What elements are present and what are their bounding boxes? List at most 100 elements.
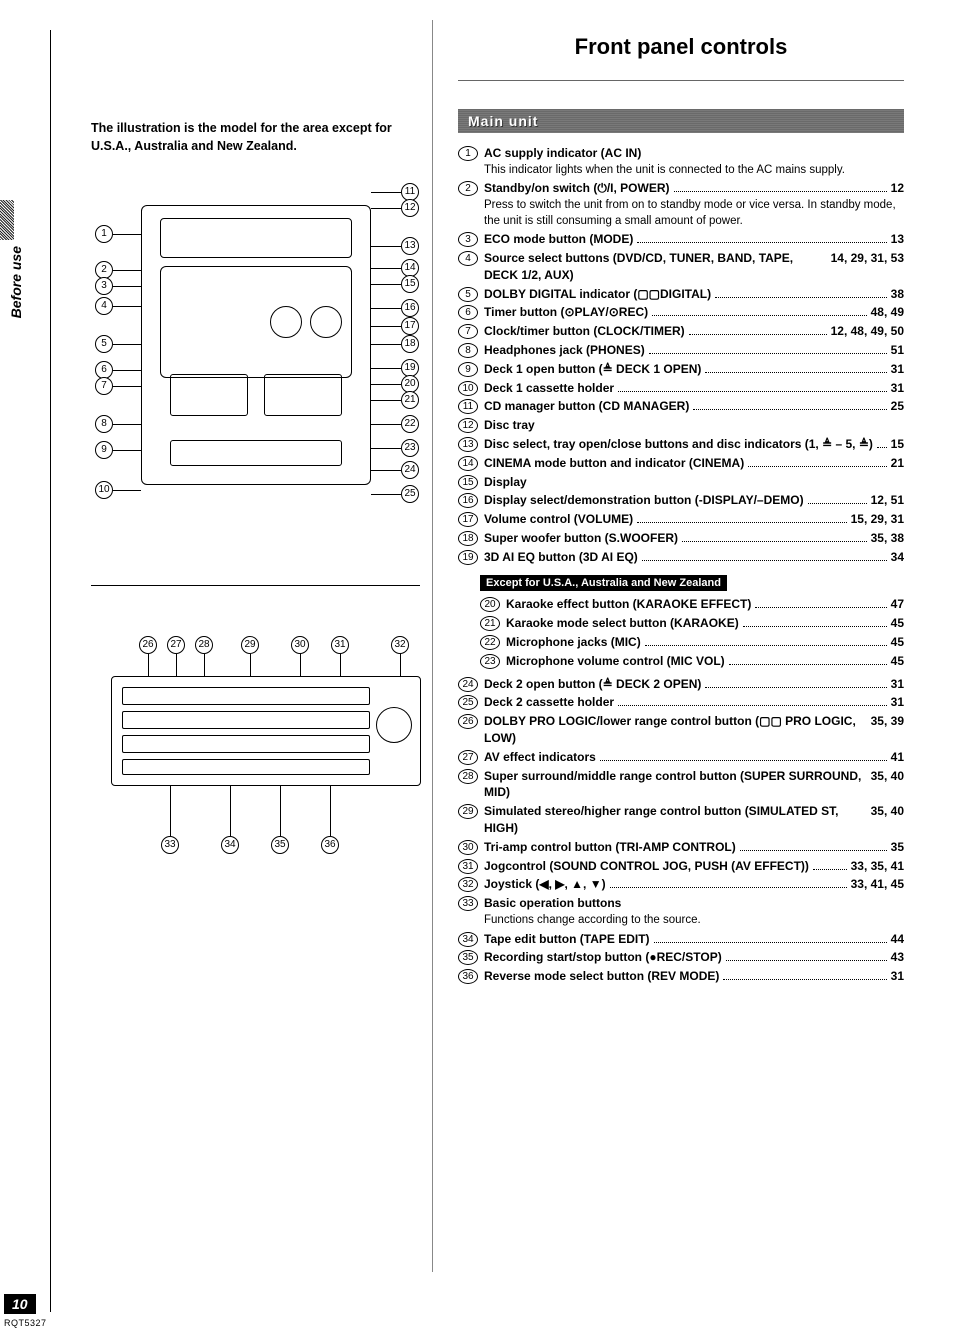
item-title: Basic operation buttons <box>484 895 621 912</box>
left-column: The illustration is the model for the ar… <box>50 30 440 1312</box>
item-page: 45 <box>891 615 904 632</box>
item-number: 17 <box>458 512 478 527</box>
item-number: 5 <box>458 287 478 302</box>
leader-dots <box>637 512 847 523</box>
callout-22: 22 <box>401 415 419 433</box>
sub-header: Except for U.S.A., Australia and New Zea… <box>480 575 727 591</box>
callout-21: 21 <box>401 391 419 409</box>
item-page: 31 <box>891 676 904 693</box>
item-number: 22 <box>480 635 500 650</box>
item-number: 10 <box>458 381 478 396</box>
item-page: 13 <box>891 231 904 248</box>
deck2-illus <box>264 374 342 416</box>
item-number: 9 <box>458 362 478 377</box>
item-title: Deck 2 cassette holder <box>484 694 614 711</box>
item-page: 35 <box>891 839 904 856</box>
item-title: 3D AI EQ button (3D AI EQ) <box>484 549 638 566</box>
item-description: Press to switch the unit from on to stan… <box>484 198 904 229</box>
item-page: 34 <box>891 549 904 566</box>
item-page: 15 <box>891 436 904 453</box>
item-title: Simulated stereo/higher range control bu… <box>484 803 863 837</box>
joystick-illus <box>376 707 412 743</box>
leader-dots <box>654 932 887 943</box>
item-number: 1 <box>458 146 478 161</box>
leader-dots <box>748 456 886 467</box>
item-number: 14 <box>458 456 478 471</box>
item-title: Headphones jack (PHONES) <box>484 342 645 359</box>
item-number: 36 <box>458 969 478 984</box>
callout-10: 10 <box>95 481 113 499</box>
callout-13: 13 <box>401 237 419 255</box>
item-title: Source select buttons (DVD/CD, TUNER, BA… <box>484 250 823 284</box>
item-number: 33 <box>458 896 478 911</box>
deck1-illus <box>170 374 248 416</box>
panel-row-illus <box>170 440 342 466</box>
item-title: Disc tray <box>484 417 535 434</box>
leader-dots <box>618 696 887 707</box>
callout-15: 15 <box>401 275 419 293</box>
leader-dots <box>808 494 867 505</box>
item-number: 6 <box>458 305 478 320</box>
callout-7: 7 <box>95 377 113 395</box>
panel-row <box>122 759 370 775</box>
item-title: ECO mode button (MODE) <box>484 231 633 248</box>
callout-33: 33 <box>161 836 179 854</box>
item-title: DOLBY PRO LOGIC/lower range control butt… <box>484 713 863 747</box>
knob-illus <box>270 306 302 338</box>
item-number: 34 <box>458 932 478 947</box>
item-title: Deck 1 cassette holder <box>484 380 614 397</box>
item-page: 43 <box>891 949 904 966</box>
item-number: 13 <box>458 437 478 452</box>
item-title: Volume control (VOLUME) <box>484 511 633 528</box>
panel-outline <box>111 676 421 786</box>
panel-row <box>122 711 370 729</box>
callout-35: 35 <box>271 836 289 854</box>
leader-dots <box>674 182 887 193</box>
item-number: 25 <box>458 695 478 710</box>
item-page: 33, 35, 41 <box>851 858 904 875</box>
item-title: Clock/timer button (CLOCK/TIMER) <box>484 323 685 340</box>
item-page: 31 <box>891 968 904 985</box>
callout-9: 9 <box>95 441 113 459</box>
item-page: 35, 39 <box>871 713 904 730</box>
panel-row <box>122 735 370 753</box>
callout-1: 1 <box>95 225 113 243</box>
leader-dots <box>610 878 847 889</box>
item-title: DOLBY DIGITAL indicator (▢▢DIGITAL) <box>484 286 711 303</box>
item-title: Recording start/stop button (●REC/STOP) <box>484 949 722 966</box>
item-number: 11 <box>458 399 478 414</box>
item-page: 47 <box>891 596 904 613</box>
callout-12: 12 <box>401 199 419 217</box>
item-title: Microphone jacks (MIC) <box>506 634 641 651</box>
item-page: 35, 38 <box>871 530 904 547</box>
leader-dots <box>755 598 886 609</box>
item-number: 8 <box>458 343 478 358</box>
callout-16: 16 <box>401 299 419 317</box>
item-title: Display <box>484 474 527 491</box>
item-title: Tape edit button (TAPE EDIT) <box>484 931 650 948</box>
callout-31: 31 <box>331 636 349 654</box>
item-title: Super surround/middle range control butt… <box>484 768 863 802</box>
side-tab: Before use <box>6 240 26 324</box>
item-page: 45 <box>891 653 904 670</box>
leader-dots <box>652 306 867 317</box>
items-list: 1AC supply indicator (AC IN)This indicat… <box>458 145 904 565</box>
item-description: Functions change according to the source… <box>484 913 904 929</box>
item-number: 16 <box>458 493 478 508</box>
callout-4: 4 <box>95 297 113 315</box>
leader-dots <box>740 840 887 851</box>
except-items-list: 20Karaoke effect button (KARAOKE EFFECT)… <box>458 596 904 669</box>
leader-dots <box>877 437 887 448</box>
item-title: CINEMA mode button and indicator (CINEMA… <box>484 455 744 472</box>
items-list-2: 24Deck 2 open button (≜ DECK 2 OPEN)3125… <box>458 676 904 985</box>
item-title: AC supply indicator (AC IN) <box>484 145 641 162</box>
item-number: 4 <box>458 251 478 266</box>
item-page: 48, 49 <box>871 304 904 321</box>
right-column: Front panel controls Main unit 1AC suppl… <box>458 30 914 1312</box>
item-page: 15, 29, 31 <box>851 511 904 528</box>
item-page: 12 <box>891 180 904 197</box>
item-page: 44 <box>891 931 904 948</box>
item-page: 31 <box>891 361 904 378</box>
leader-dots <box>682 531 867 542</box>
item-number: 19 <box>458 550 478 565</box>
